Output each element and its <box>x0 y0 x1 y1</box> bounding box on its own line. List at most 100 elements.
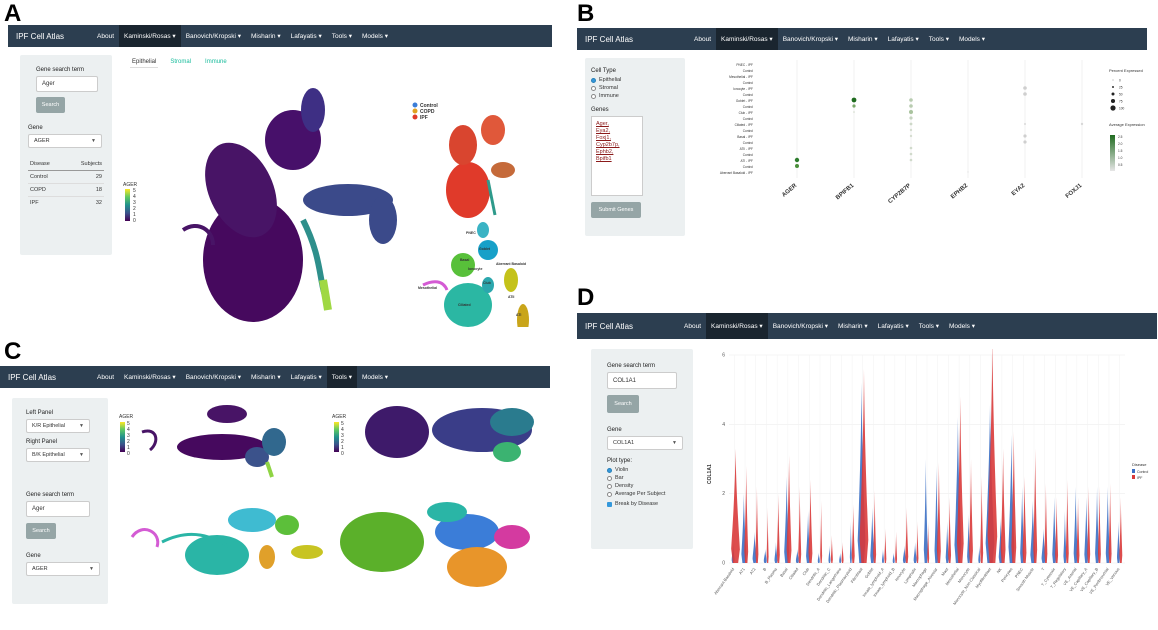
nav-tools[interactable]: Tools ▾ <box>928 36 949 43</box>
genes-textarea[interactable]: Ager, Eya2, Foxj1, Cyp2b7p, Ephb2, Bpifb… <box>591 116 643 196</box>
gene-search-input[interactable]: Ager <box>26 501 90 517</box>
violin-shape <box>905 507 909 563</box>
violin-shape <box>936 462 941 563</box>
brand[interactable]: IPF Cell Atlas <box>8 372 57 382</box>
violin-shape <box>828 545 831 563</box>
legend-label: Control <box>1137 470 1149 474</box>
table-header-subjects[interactable]: Subjects <box>65 158 104 171</box>
violin-shape <box>1105 486 1110 563</box>
chevron-down-icon: ▼ <box>672 440 677 446</box>
brand[interactable]: IPF Cell Atlas <box>16 31 65 41</box>
nav-lafayatis[interactable]: Lafayatis ▾ <box>887 36 919 43</box>
nav-about[interactable]: About <box>684 322 702 330</box>
radio-label: Bar <box>615 475 624 481</box>
radio-violin[interactable]: Violin <box>607 467 677 473</box>
gene-select[interactable]: COL1A1 ▼ <box>607 436 683 450</box>
submit-genes-button[interactable]: Submit Genes <box>591 202 641 218</box>
nav-misharin[interactable]: Misharin ▾ <box>250 33 281 40</box>
radio-epithelial[interactable]: Epithelial <box>591 77 679 83</box>
violin-shape <box>1097 486 1101 563</box>
nav-lafayatis[interactable]: Lafayatis ▾ <box>290 374 322 381</box>
nav-misharin[interactable]: Misharin ▾ <box>250 374 281 381</box>
cluster-label: PNEC <box>466 231 476 235</box>
cluster-umap <box>422 222 529 327</box>
nav-misharin[interactable]: Misharin ▾ <box>837 323 868 330</box>
gene-select[interactable]: AGER ▼ <box>26 562 100 576</box>
legend-percent-label: 25 <box>1119 86 1123 90</box>
violin-shape <box>766 507 769 563</box>
tab-immune[interactable]: Immune <box>205 59 227 65</box>
dotplot-dot <box>1023 134 1027 138</box>
left-panel-select[interactable]: K/R Epithelial ▼ <box>26 419 90 433</box>
search-button[interactable]: Search <box>26 523 56 539</box>
radio-indicator <box>607 483 612 489</box>
dotplot-row-label: Control <box>743 165 754 169</box>
y-tick-label: 0 <box>722 561 725 567</box>
radio-density[interactable]: Density <box>607 483 677 489</box>
tab-stromal[interactable]: Stromal <box>170 59 192 65</box>
dotplot-dot <box>852 104 856 108</box>
nav-models[interactable]: Models ▾ <box>958 36 985 43</box>
radio-immune[interactable]: Immune <box>591 93 679 99</box>
nav-kaminski-rosas[interactable]: Kaminski/Rosas ▾ <box>706 313 768 339</box>
nav-kaminski-rosas[interactable]: Kaminski/Rosas ▾ <box>716 28 778 50</box>
violin-shape <box>1076 497 1080 563</box>
table-header-disease[interactable]: Disease <box>28 158 66 171</box>
nav-tools[interactable]: Tools ▾ <box>331 33 352 40</box>
violin-shape <box>1063 511 1067 563</box>
x-tick-label: PNEC <box>1014 567 1025 579</box>
nav-banovich-kropski[interactable]: Banovich/Kropski ▾ <box>782 36 838 43</box>
break-by-disease-checkbox[interactable]: Break by Disease <box>607 501 677 507</box>
radio-stromal[interactable]: Stromal <box>591 85 679 91</box>
nav-kaminski-rosas[interactable]: Kaminski/Rosas ▾ <box>124 374 176 381</box>
dotplot-dot <box>909 110 913 114</box>
nav-lafayatis[interactable]: Lafayatis ▾ <box>877 323 909 330</box>
right-panel-select[interactable]: B/K Epithelial ▼ <box>26 448 90 462</box>
violin-shape <box>916 521 919 563</box>
nav-about[interactable]: About <box>694 35 712 43</box>
gene-search-label: Gene search term <box>26 492 75 498</box>
nav-about[interactable]: About <box>97 32 115 40</box>
dotplot-dot <box>909 134 913 138</box>
brand[interactable]: IPF Cell Atlas <box>585 34 634 44</box>
nav-lafayatis[interactable]: Lafayatis ▾ <box>290 33 322 40</box>
nav-kaminski-rosas[interactable]: Kaminski/Rosas ▾ <box>119 25 181 47</box>
radio-average-per-subject[interactable]: Average Per Subject <box>607 491 677 497</box>
gene-search-input[interactable]: COL1A1 <box>607 372 677 389</box>
dotplot-dot <box>909 116 913 120</box>
search-button[interactable]: Search <box>36 97 65 113</box>
dotplot: PNEC - IPF Control Mesothelial - IPF Contro… <box>720 60 1145 205</box>
chevron-down-icon: ▼ <box>79 452 84 458</box>
radio-label: Immune <box>599 93 619 99</box>
tab-epithelial[interactable]: Epithelial <box>130 57 159 68</box>
gene-search-input[interactable]: Ager <box>36 76 98 92</box>
violin-shape <box>1033 448 1038 563</box>
colorbar-tick: 5 <box>133 188 136 194</box>
gene-select[interactable]: AGER ▼ <box>28 134 102 148</box>
y-tick-label: 2 <box>722 491 725 497</box>
legend-swatch-control <box>1132 469 1135 473</box>
nav-about[interactable]: About <box>97 373 115 381</box>
y-tick-label: 4 <box>722 422 725 428</box>
disease-legend: Control COPD IPF <box>412 102 438 121</box>
legend-percent-dot <box>1110 98 1116 104</box>
nav-tools[interactable]: Tools ▾ <box>918 323 939 330</box>
nav-banovich-kropski[interactable]: Banovich/Kropski ▾ <box>772 323 828 330</box>
violin-shape <box>1108 483 1112 563</box>
radio-bar[interactable]: Bar <box>607 475 677 481</box>
table-cell: IPF <box>28 196 66 209</box>
violin-shape <box>1055 497 1059 563</box>
violin-shape <box>913 542 917 563</box>
nav-models[interactable]: Models ▾ <box>948 323 975 330</box>
nav-banovich-kropski[interactable]: Banovich/Kropski ▾ <box>185 374 241 381</box>
nav-banovich-kropski[interactable]: Banovich/Kropski ▾ <box>185 33 241 40</box>
violin-shape <box>808 479 813 563</box>
left-cluster-umap <box>130 508 323 575</box>
radio-indicator <box>607 467 612 473</box>
brand[interactable]: IPF Cell Atlas <box>585 321 634 331</box>
nav-tools[interactable]: Tools ▾ <box>326 366 357 388</box>
nav-misharin[interactable]: Misharin ▾ <box>847 36 878 43</box>
search-button[interactable]: Search <box>607 395 639 413</box>
nav-models[interactable]: Models ▾ <box>361 33 388 40</box>
nav-models[interactable]: Models ▾ <box>361 374 388 381</box>
